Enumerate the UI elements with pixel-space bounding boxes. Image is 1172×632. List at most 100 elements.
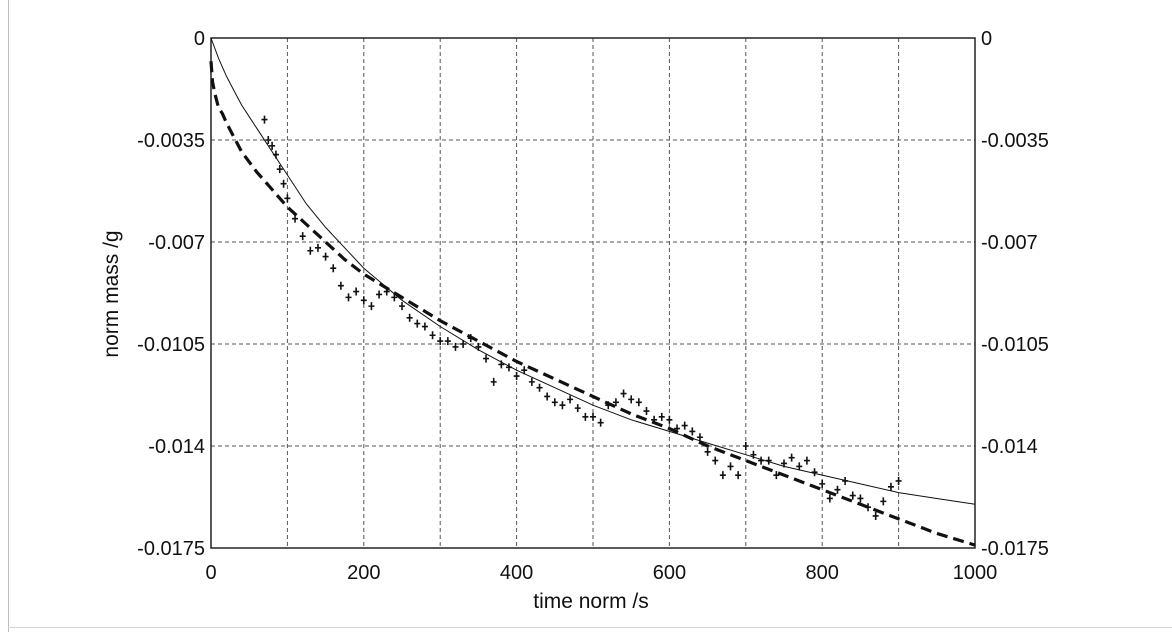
data-point bbox=[643, 407, 650, 416]
plot-frame bbox=[210, 37, 976, 549]
y-tick-label-right: -0.0035 bbox=[981, 130, 1049, 152]
data-point bbox=[666, 415, 673, 424]
data-point bbox=[788, 453, 795, 462]
data-point bbox=[635, 398, 642, 407]
data-point bbox=[773, 471, 780, 480]
x-tick-label: 0 bbox=[205, 562, 216, 584]
y-tick-label-left: -0.014 bbox=[148, 436, 205, 458]
x-tick-label: 200 bbox=[347, 562, 380, 584]
y-tick-label-right: -0.0105 bbox=[981, 334, 1049, 356]
data-point bbox=[727, 462, 734, 471]
data-point bbox=[284, 194, 291, 203]
data-point bbox=[345, 293, 352, 302]
data-point bbox=[765, 456, 772, 465]
grid-layer bbox=[211, 38, 975, 548]
data-point bbox=[460, 340, 467, 348]
data-point bbox=[872, 511, 879, 520]
data-point bbox=[796, 462, 803, 471]
data-point bbox=[574, 404, 581, 413]
dashed-curve-series bbox=[209, 61, 976, 547]
data-point bbox=[521, 366, 528, 375]
data-point bbox=[819, 479, 826, 488]
data-point bbox=[437, 337, 444, 346]
data-point bbox=[758, 456, 765, 465]
data-point bbox=[429, 331, 436, 340]
data-point bbox=[353, 287, 360, 296]
data-point bbox=[376, 290, 383, 299]
data-point bbox=[551, 398, 558, 407]
page-frame-bottom-border bbox=[8, 627, 1172, 628]
data-point bbox=[811, 468, 818, 477]
data-point bbox=[391, 293, 398, 302]
data-point bbox=[307, 246, 314, 255]
data-point bbox=[803, 456, 810, 465]
data-point bbox=[261, 115, 268, 124]
y-tick-label-left: -0.0035 bbox=[137, 130, 205, 152]
data-point bbox=[528, 377, 535, 386]
data-point bbox=[337, 281, 344, 290]
data-point bbox=[276, 165, 283, 174]
x-tick-label: 800 bbox=[806, 562, 839, 584]
data-point bbox=[559, 401, 566, 410]
data-point bbox=[857, 494, 864, 503]
data-point bbox=[399, 302, 405, 311]
tick-layer: 0 200 400 600 800 1000 0 0 -0.0035 -0.0035 -0.007 -… bbox=[137, 28, 1049, 584]
data-point bbox=[421, 322, 428, 331]
data-point bbox=[452, 342, 459, 351]
data-point bbox=[620, 389, 627, 398]
data-point bbox=[895, 476, 902, 485]
data-point bbox=[414, 319, 421, 328]
data-point bbox=[299, 232, 306, 241]
data-point bbox=[360, 296, 367, 305]
data-point bbox=[834, 485, 841, 494]
data-point bbox=[628, 395, 635, 404]
data-point bbox=[314, 243, 321, 252]
x-tick-label: 400 bbox=[500, 562, 533, 584]
y-tick-label-left: 0 bbox=[194, 28, 205, 50]
data-point bbox=[265, 136, 272, 144]
data-point bbox=[612, 398, 619, 407]
data-point bbox=[742, 442, 749, 450]
data-point bbox=[689, 427, 696, 436]
data-point bbox=[406, 313, 413, 322]
data-point bbox=[582, 412, 589, 421]
data-point bbox=[513, 372, 520, 381]
data-point bbox=[483, 354, 490, 363]
data-point bbox=[590, 412, 596, 421]
data-point bbox=[280, 179, 287, 188]
data-point bbox=[719, 471, 726, 480]
x-axis-title: time norm /s bbox=[533, 590, 649, 613]
page-frame-left-border bbox=[8, 0, 9, 632]
data-point bbox=[735, 471, 742, 480]
data-point bbox=[368, 302, 375, 311]
data-point bbox=[322, 252, 329, 261]
y-tick-label-left: -0.0175 bbox=[137, 538, 205, 560]
y-tick-label-right: -0.0175 bbox=[981, 538, 1049, 560]
y-tick-label-right: -0.007 bbox=[981, 232, 1038, 254]
data-point bbox=[444, 337, 451, 346]
data-point bbox=[887, 482, 894, 491]
data-point bbox=[681, 421, 688, 430]
data-point bbox=[490, 377, 497, 386]
x-tick-label: 600 bbox=[653, 562, 686, 584]
data-point bbox=[567, 395, 574, 404]
y-axis-title: norm mass /g bbox=[100, 230, 123, 357]
y-tick-label-left: -0.007 bbox=[148, 232, 205, 254]
measured-points-series bbox=[261, 115, 902, 520]
y-tick-label-left: -0.0105 bbox=[137, 334, 205, 356]
data-point bbox=[544, 392, 551, 401]
data-point bbox=[704, 447, 711, 456]
series-layer bbox=[209, 37, 976, 547]
data-point bbox=[712, 456, 719, 465]
data-point bbox=[658, 412, 665, 421]
data-point bbox=[696, 433, 703, 442]
data-point bbox=[330, 264, 337, 273]
data-point bbox=[536, 383, 543, 392]
data-point bbox=[880, 497, 887, 506]
data-point bbox=[597, 418, 604, 427]
solid-curve-series bbox=[210, 37, 976, 505]
data-point bbox=[826, 494, 833, 503]
y-tick-label-right: 0 bbox=[981, 28, 992, 50]
y-tick-label-right: -0.014 bbox=[981, 436, 1038, 458]
